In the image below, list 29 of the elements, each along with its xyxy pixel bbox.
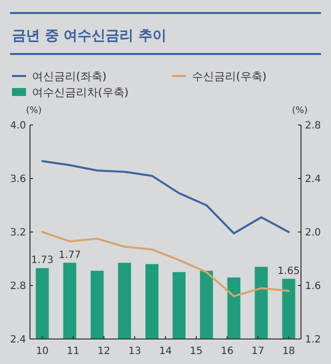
y2-tick-label: 2.8 — [305, 120, 321, 132]
x-tick-label: 17 — [252, 346, 264, 357]
y-tick-label: 2.4 — [10, 334, 26, 346]
x-tick-label: 13 — [128, 346, 142, 357]
legend-label: 여신금리(좌축) — [32, 70, 107, 83]
y-tick-label: 2.8 — [10, 281, 26, 292]
data-label: 1.77 — [58, 250, 81, 261]
x-tick-label: 12 — [98, 346, 110, 357]
y2-tick-label: 1.6 — [305, 281, 321, 292]
y2-tick-label: 2.0 — [305, 228, 321, 238]
x-tick-label: 10 — [36, 346, 49, 357]
legend-label: 수신금리(우축) — [192, 70, 267, 83]
chart-title: 금년 중 여수신금리 추이 — [12, 28, 167, 44]
x-tick-label: 11 — [66, 346, 80, 357]
x-tick-label: 14 — [159, 346, 172, 357]
data-label: 1.73 — [31, 255, 54, 266]
y-tick-label: 3.6 — [10, 174, 26, 185]
x-tick-label: 16 — [220, 346, 234, 357]
legend-label: 여수신금리차(우축) — [32, 86, 129, 99]
data-label: 1.65 — [278, 266, 300, 277]
y-axis-title: (%) — [26, 106, 42, 116]
y2-axis-title: (%) — [292, 106, 308, 116]
y-tick-label: 3.2 — [10, 228, 26, 238]
line-series — [41, 160, 290, 234]
y-tick-label: 4.0 — [10, 120, 26, 132]
y2-tick-label: 2.4 — [305, 174, 321, 185]
x-tick-label: 18 — [282, 346, 296, 357]
y2-tick-label: 1.2 — [305, 334, 321, 346]
x-tick-label: 15 — [190, 346, 203, 357]
